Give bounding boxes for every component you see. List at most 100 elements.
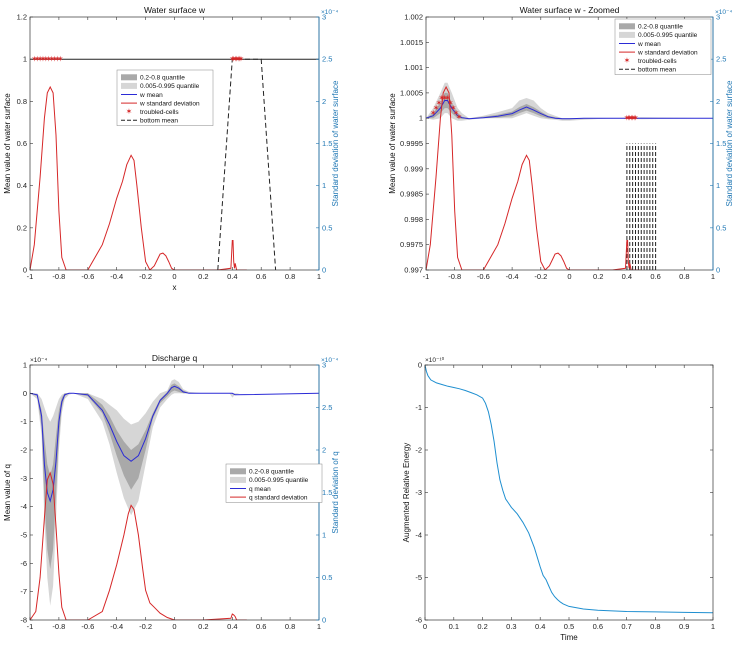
x-tick-label: 0.2 [198, 272, 208, 281]
x-tick-label: 0.4 [227, 622, 237, 631]
left-axis-exponent: ×10⁻¹⁰ [425, 356, 445, 364]
y-tick-label: 1.0015 [400, 38, 423, 47]
y-tick-label: -5 [415, 573, 422, 582]
x-tick-label: -1 [27, 622, 34, 631]
troubled-cell-marker: ✶ [441, 93, 448, 102]
y-tick-label: -4 [415, 531, 422, 540]
y-tick-label: -8 [20, 616, 27, 625]
troubled-cell-marker: ✶ [629, 114, 636, 123]
y-right-tick-label: 1.5 [322, 488, 332, 497]
troubled-cell-marker: ✶ [43, 55, 50, 64]
y-tick-label: -4 [20, 502, 27, 511]
y-tick-label: 1 [23, 55, 27, 64]
subplot-p4: 0 0.1 0.2 0.3 0.4 0.5 0.6 0.7 0.8 0.9 1 -6 -5 -4 -3 -2 -… [402, 356, 715, 642]
y-tick-label: 1.2 [17, 13, 27, 22]
plot-area [425, 365, 713, 620]
x-tick-label: -0.6 [81, 272, 94, 281]
y-tick-label: 1.0005 [400, 88, 423, 97]
y-tick-label: 0.2 [17, 223, 27, 232]
legend-swatch [230, 476, 246, 483]
x-tick-label: 0.1 [449, 622, 459, 631]
legend-swatch [619, 23, 635, 30]
x-tick-label: -0.2 [534, 272, 547, 281]
y-tick-label: -1 [415, 403, 422, 412]
legend-entry-label: w mean [637, 41, 661, 48]
troubled-cell-marker: ✶ [37, 55, 44, 64]
troubled-cell-marker: ✶ [34, 55, 41, 64]
troubled-cell-marker: ✶ [40, 55, 47, 64]
y-tick-label: -7 [20, 587, 27, 596]
y-tick-label: 0 [23, 266, 27, 275]
series-w-mean [426, 100, 713, 120]
troubled-cell-marker: ✶ [31, 55, 38, 64]
series-energy [425, 365, 713, 614]
legend-entry-label: w standard deviation [637, 49, 698, 56]
troubled-cell-marker: ✶ [436, 99, 443, 108]
troubled-cell-marker: ✶ [625, 114, 632, 123]
y-tick-label: 0.8 [17, 97, 27, 106]
y-right-tick-label: 1 [322, 531, 326, 540]
y-right-tick-label: 3 [322, 13, 326, 22]
troubled-cell-marker: ✶ [430, 109, 437, 118]
y-tick-label: 0.998 [404, 215, 423, 224]
legend-entry-label: w standard deviation [139, 100, 200, 107]
troubled-cell-marker: ✶ [453, 109, 460, 118]
x-tick-label: 0.8 [285, 272, 295, 281]
x-tick-label: 0.6 [256, 622, 266, 631]
y-right-tick-label: 1.5 [322, 139, 332, 148]
x-tick-label: 0 [567, 272, 571, 281]
troubled-cell-marker: ✶ [233, 55, 240, 64]
right-axis-exponent: ×10⁻⁴ [321, 357, 338, 364]
y-right-tick-label: 2 [716, 97, 720, 106]
chart-title: Discharge q [152, 353, 198, 363]
y-right-tick-label: 2.5 [716, 55, 726, 64]
right-axis-exponent: ×10⁻⁴ [715, 9, 732, 16]
x-tick-label: 0.6 [256, 272, 266, 281]
legend-swatch [230, 468, 246, 475]
y-right-axis-label: Standard deviation of q [331, 451, 340, 533]
y-right-tick-label: 2.5 [322, 55, 332, 64]
x-tick-label: -0.8 [52, 622, 65, 631]
x-tick-label: 0.6 [650, 272, 660, 281]
y-right-tick-label: 1 [322, 181, 326, 190]
x-tick-label: 0 [172, 272, 176, 281]
troubled-cell-marker: ✶ [450, 104, 457, 113]
y-right-axis-label: Standard deviation of water surface [331, 80, 340, 206]
troubled-cell-marker: ✶ [232, 55, 239, 64]
x-tick-label: -0.4 [506, 272, 519, 281]
subplot-p1: ✶✶✶✶✶✶✶✶✶✶ ✶✶✶✶✶✶✶ -1 -0.8 -0.6 -0.4 -0.2 0 0.2 0… [3, 5, 340, 292]
y-tick-label: 0.9995 [400, 139, 423, 148]
troubled-cell-marker: ✶ [57, 55, 64, 64]
legend-entry-label: 0.005-0.995 quantile [140, 83, 200, 90]
x-tick-label: -0.8 [448, 272, 461, 281]
series-w-standard-deviation [30, 85, 247, 270]
x-tick-label: 0.9 [679, 622, 689, 631]
legend-swatch: ✶ [126, 107, 133, 116]
troubled-cell-marker: ✶ [438, 93, 445, 102]
x-tick-label: 0.8 [650, 622, 660, 631]
x-tick-label: 0.3 [506, 622, 516, 631]
plot-area [30, 17, 319, 270]
troubled-cell-marker: ✶ [51, 55, 58, 64]
x-tick-label: 0.4 [535, 622, 545, 631]
troubled-cell-marker: ✶ [238, 55, 245, 64]
x-tick-label: 0.2 [198, 622, 208, 631]
troubled-cell-marker: ✶ [632, 114, 639, 123]
x-tick-label: -0.8 [52, 272, 65, 281]
x-tick-label: 1 [317, 622, 321, 631]
subplot-p3: -1 -0.8 -0.6 -0.4 -0.2 0 0.2 0.4 0.6 0.8 1 -8 -7 -6 -5… [3, 353, 340, 631]
y-tick-label: -6 [20, 559, 27, 568]
troubled-cell-marker: ✶ [456, 113, 463, 122]
y-axis-label: Mean value of water surface [388, 93, 397, 194]
legend-entry-label: troubled-cells [140, 109, 179, 116]
y-right-tick-label: 2.5 [322, 403, 332, 412]
series-q-mean [30, 385, 319, 503]
troubled-cell-marker: ✶ [631, 114, 638, 123]
troubled-cell-marker: ✶ [235, 55, 242, 64]
x-tick-label: 0.4 [622, 272, 632, 281]
y-tick-label: 0 [418, 361, 422, 370]
chart-title: Water surface w [144, 5, 206, 15]
y-tick-label: -5 [20, 531, 27, 540]
x-tick-label: 1 [711, 272, 715, 281]
